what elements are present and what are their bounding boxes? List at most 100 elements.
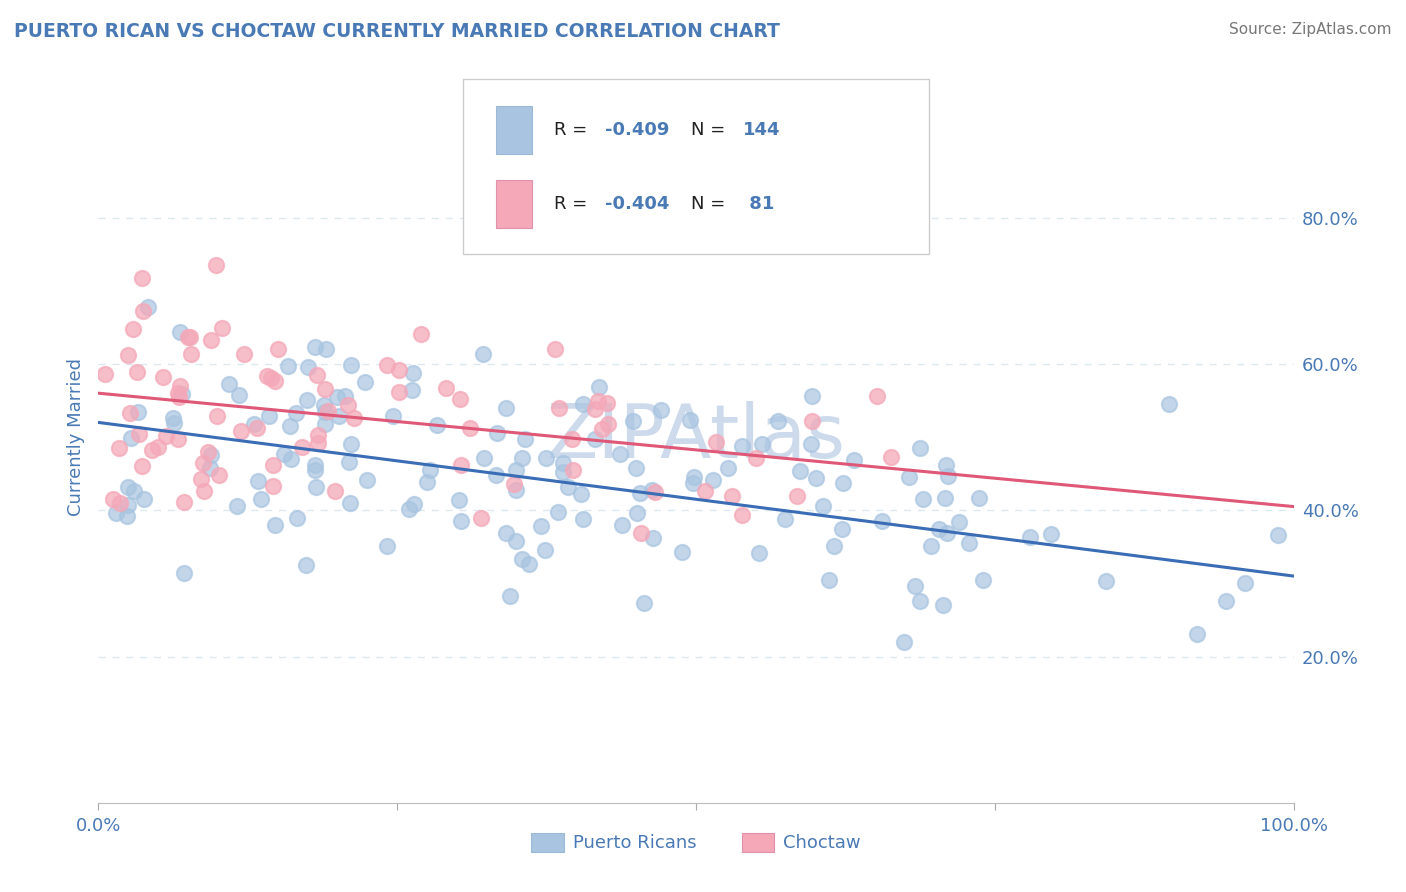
Point <box>305 368 328 382</box>
Point <box>1233 575 1256 590</box>
Point <box>948 516 970 530</box>
Point <box>179 330 201 344</box>
Point <box>295 558 318 573</box>
Point <box>382 409 405 424</box>
Point <box>243 417 266 432</box>
Point <box>307 436 329 450</box>
Point <box>264 517 287 532</box>
Point <box>401 383 423 397</box>
Text: ZIPAtlas: ZIPAtlas <box>547 401 845 474</box>
Point <box>231 424 253 438</box>
Point <box>534 542 557 557</box>
Text: PUERTO RICAN VS CHOCTAW CURRENTLY MARRIED CORRELATION CHART: PUERTO RICAN VS CHOCTAW CURRENTLY MARRIE… <box>14 22 780 41</box>
Point <box>932 598 955 612</box>
Point <box>314 383 336 397</box>
Point <box>831 522 853 536</box>
Point <box>682 475 704 490</box>
Point <box>173 494 195 508</box>
Point <box>893 635 915 649</box>
Point <box>200 461 222 475</box>
Point <box>131 458 153 473</box>
Point <box>256 368 278 383</box>
Point <box>842 453 865 467</box>
Point <box>163 416 186 430</box>
Point <box>449 492 471 507</box>
Point <box>471 347 494 361</box>
Point <box>200 448 222 462</box>
Point <box>177 329 200 343</box>
Point <box>510 552 533 566</box>
Point <box>804 471 827 485</box>
Legend: Puerto Ricans, Choctaw: Puerto Ricans, Choctaw <box>524 826 868 860</box>
Point <box>595 396 617 410</box>
Point <box>304 340 326 354</box>
Point <box>789 464 811 478</box>
Point <box>245 421 267 435</box>
Point <box>169 326 191 340</box>
Point <box>138 300 160 314</box>
Point <box>624 460 647 475</box>
Point <box>434 381 457 395</box>
Point <box>928 522 950 536</box>
Point <box>169 379 191 393</box>
Point <box>117 480 139 494</box>
Point <box>121 322 143 336</box>
Point <box>512 451 534 466</box>
Point <box>786 489 808 503</box>
Text: 144: 144 <box>742 120 780 139</box>
Point <box>505 534 527 549</box>
Point <box>731 508 754 523</box>
Point <box>920 539 942 553</box>
Point <box>682 470 704 484</box>
Point <box>583 432 606 446</box>
Point <box>748 546 770 560</box>
Point <box>499 589 522 603</box>
Point <box>415 475 437 489</box>
Point <box>641 483 664 497</box>
Point <box>596 417 619 431</box>
Point <box>1040 526 1063 541</box>
Point <box>936 468 959 483</box>
Point <box>505 463 527 477</box>
Point <box>693 483 716 498</box>
Point <box>721 489 744 503</box>
Point <box>866 389 889 403</box>
Point <box>800 437 823 451</box>
Point <box>811 500 834 514</box>
Point <box>295 392 318 407</box>
Point <box>211 321 233 335</box>
Point <box>340 358 363 372</box>
Point <box>280 451 302 466</box>
Point <box>904 579 927 593</box>
Point <box>800 415 823 429</box>
Point <box>127 405 149 419</box>
Y-axis label: Currently Married: Currently Married <box>66 358 84 516</box>
Point <box>880 450 903 464</box>
Point <box>870 514 893 528</box>
Point <box>450 458 472 472</box>
Point <box>218 377 240 392</box>
Point <box>117 348 139 362</box>
Point <box>644 484 666 499</box>
Point <box>817 573 839 587</box>
Point <box>166 386 188 401</box>
Point <box>273 447 295 461</box>
Point <box>908 442 931 456</box>
Point <box>162 411 184 425</box>
Point <box>193 456 215 470</box>
Point <box>316 404 339 418</box>
Point <box>402 367 425 381</box>
Text: 81: 81 <box>742 194 773 213</box>
Point <box>326 391 349 405</box>
Point <box>773 512 796 526</box>
Point <box>650 403 672 417</box>
Point <box>935 525 957 540</box>
Point <box>120 431 142 445</box>
Point <box>388 384 411 399</box>
Point <box>285 406 308 420</box>
Point <box>561 432 583 446</box>
Point <box>486 425 509 440</box>
Point <box>832 475 855 490</box>
Point <box>207 409 229 423</box>
Text: Source: ZipAtlas.com: Source: ZipAtlas.com <box>1229 22 1392 37</box>
